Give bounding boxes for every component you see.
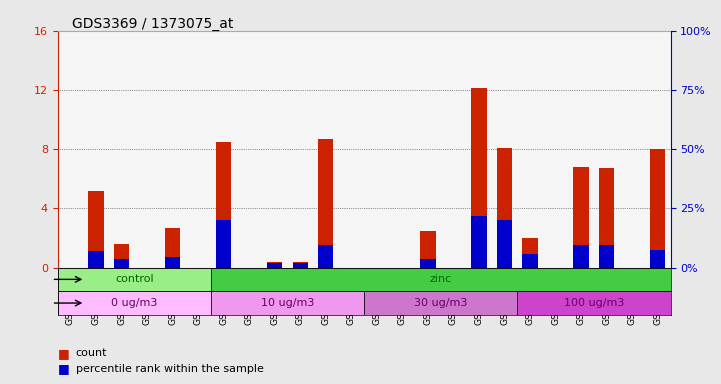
Bar (211, 291, 364, 315)
Bar (165, 257, 180, 268)
Text: 0 ug/m3: 0 ug/m3 (111, 298, 157, 308)
Bar (114, 244, 129, 268)
Bar (165, 228, 180, 268)
Bar (58, 268, 211, 291)
Text: ■: ■ (58, 362, 69, 375)
Bar (523, 254, 538, 268)
Bar (267, 262, 283, 268)
Bar (216, 142, 231, 268)
Bar (89, 251, 104, 268)
Text: 100 ug/m3: 100 ug/m3 (564, 298, 624, 308)
Bar (573, 245, 589, 268)
Text: GDS3369 / 1373075_at: GDS3369 / 1373075_at (72, 17, 234, 31)
Bar (472, 216, 487, 268)
Text: 10 ug/m3: 10 ug/m3 (261, 298, 314, 308)
Bar (318, 245, 333, 268)
Bar (216, 220, 231, 268)
Bar (650, 250, 665, 268)
Bar (293, 263, 308, 268)
Text: control: control (115, 274, 154, 285)
Bar (497, 220, 512, 268)
Bar (650, 149, 665, 268)
Bar (420, 259, 435, 268)
Bar (497, 147, 512, 268)
Bar (211, 268, 671, 291)
Bar (599, 245, 614, 268)
Text: 30 ug/m3: 30 ug/m3 (414, 298, 467, 308)
Bar (472, 88, 487, 268)
Text: count: count (76, 348, 107, 358)
Bar (89, 190, 104, 268)
Bar (573, 167, 589, 268)
Bar (599, 168, 614, 268)
Bar (58, 291, 211, 315)
Bar (114, 259, 129, 268)
Bar (420, 230, 435, 268)
Bar (318, 139, 333, 268)
Text: ■: ■ (58, 347, 69, 360)
Bar (364, 291, 518, 315)
Bar (523, 238, 538, 268)
Bar (267, 263, 283, 268)
Bar (518, 291, 671, 315)
Bar (293, 262, 308, 268)
Text: percentile rank within the sample: percentile rank within the sample (76, 364, 264, 374)
Text: zinc: zinc (430, 274, 452, 285)
